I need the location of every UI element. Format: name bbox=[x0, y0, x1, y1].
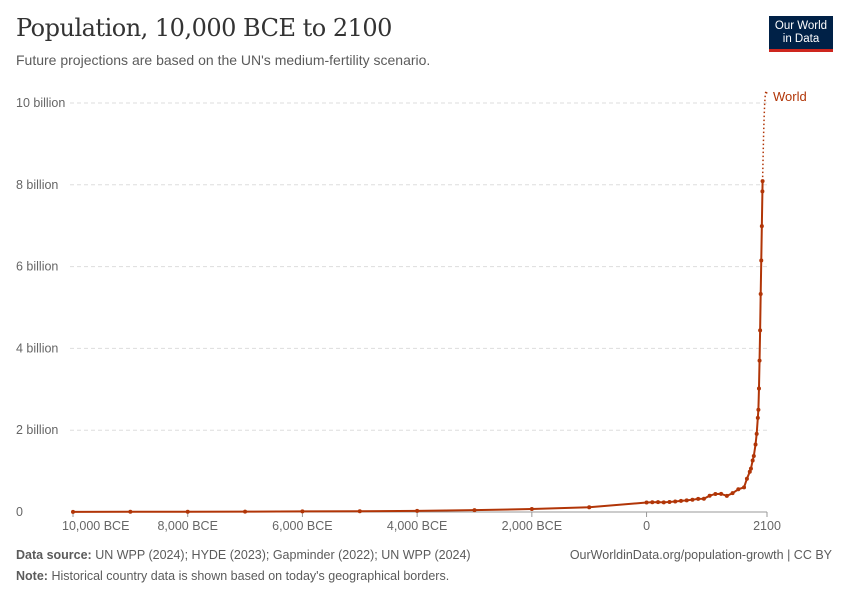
x-tick-label: 2100 bbox=[753, 519, 781, 533]
data-point bbox=[730, 491, 735, 496]
x-tick-label: 0 bbox=[643, 519, 650, 533]
data-point bbox=[750, 458, 755, 463]
data-point bbox=[357, 509, 362, 514]
data-point bbox=[684, 498, 689, 503]
data-point bbox=[756, 407, 761, 412]
data-point bbox=[753, 442, 758, 447]
data-point bbox=[760, 179, 765, 184]
data-point bbox=[755, 415, 760, 420]
y-tick-label: 0 bbox=[16, 505, 23, 519]
data-point bbox=[759, 258, 764, 263]
y-tick-label: 4 billion bbox=[16, 341, 58, 355]
data-point bbox=[243, 509, 248, 514]
data-point bbox=[742, 485, 747, 490]
data-point bbox=[661, 500, 666, 505]
data-point bbox=[747, 469, 752, 474]
chart-subtitle: Future projections are based on the UN's… bbox=[16, 52, 431, 68]
data-point bbox=[472, 508, 477, 513]
data-point bbox=[587, 505, 592, 510]
data-point bbox=[678, 498, 683, 503]
data-point bbox=[644, 500, 649, 505]
x-tick-label: 6,000 BCE bbox=[272, 519, 332, 533]
series-label-world: World bbox=[773, 89, 807, 104]
data-point bbox=[71, 509, 75, 514]
series-line-historical bbox=[72, 181, 764, 513]
data-point bbox=[707, 493, 712, 498]
data-point bbox=[128, 509, 133, 514]
data-point bbox=[690, 497, 695, 502]
y-tick-label: 6 billion bbox=[16, 260, 58, 274]
y-tick-label: 2 billion bbox=[16, 423, 58, 437]
data-point bbox=[758, 328, 763, 333]
data-point bbox=[736, 487, 741, 492]
data-point bbox=[300, 509, 305, 514]
data-point bbox=[415, 508, 420, 513]
x-tick-label: 8,000 BCE bbox=[157, 519, 217, 533]
x-tick-label: 10,000 BCE bbox=[62, 519, 129, 533]
data-point bbox=[667, 499, 672, 504]
data-point bbox=[754, 431, 759, 436]
y-tick-label: 10 billion bbox=[16, 96, 65, 110]
source-url[interactable]: OurWorldinData.org/population-growth | C… bbox=[569, 548, 832, 562]
data-point bbox=[724, 493, 729, 498]
data-point bbox=[656, 500, 661, 505]
data-point bbox=[751, 453, 756, 458]
data-point bbox=[719, 491, 724, 496]
data-point bbox=[760, 189, 765, 194]
owid-logo[interactable]: Our World in Data bbox=[769, 16, 833, 52]
chart-title: Population, 10,000 BCE to 2100 bbox=[16, 14, 392, 42]
data-point bbox=[650, 500, 655, 505]
x-tick-label: 2,000 BCE bbox=[502, 519, 562, 533]
data-point bbox=[529, 507, 534, 512]
chart-area: 0 2 billion 4 billion 6 billion 8 billion 10 … bbox=[16, 89, 807, 533]
x-tick-label: 4,000 BCE bbox=[387, 519, 447, 533]
data-source: Data source: UN WPP (2024); HYDE (2023);… bbox=[16, 548, 471, 562]
data-point bbox=[701, 496, 706, 501]
data-point bbox=[759, 224, 764, 229]
data-point bbox=[757, 358, 762, 363]
data-point bbox=[744, 476, 749, 481]
data-point bbox=[185, 509, 190, 514]
data-point bbox=[756, 386, 761, 391]
data-point bbox=[748, 466, 753, 471]
note: Note: Historical country data is shown b… bbox=[16, 569, 450, 583]
y-tick-label: 8 billion bbox=[16, 178, 58, 192]
data-point bbox=[758, 292, 763, 297]
data-point bbox=[696, 496, 701, 501]
series-line-projection bbox=[761, 89, 768, 182]
data-point bbox=[673, 499, 678, 504]
data-point bbox=[713, 491, 718, 496]
